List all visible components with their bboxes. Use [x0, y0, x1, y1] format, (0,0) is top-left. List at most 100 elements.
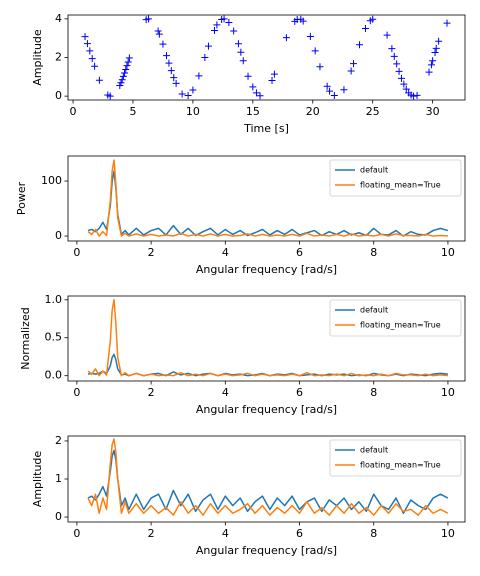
data-point	[431, 48, 439, 56]
legend-label: floating_mean=True	[360, 181, 441, 190]
x-tick-label: 5	[129, 105, 136, 118]
legend-label: default	[360, 306, 388, 315]
x-tick-label: 6	[296, 386, 303, 399]
data-point	[154, 27, 162, 35]
data-point	[244, 72, 252, 80]
data-point	[124, 58, 132, 66]
plot-area	[87, 299, 449, 377]
data-point	[184, 92, 192, 100]
y-tick-label: 0	[55, 510, 62, 523]
data-point	[395, 67, 403, 75]
data-point	[204, 42, 212, 50]
y-tick-label: 1.0	[45, 293, 63, 306]
data-point	[409, 92, 417, 100]
plot-area	[81, 15, 451, 100]
data-point	[145, 15, 153, 23]
axes-frame	[67, 295, 466, 382]
data-point	[121, 69, 129, 77]
legend-label: floating_mean=True	[360, 461, 441, 470]
data-point	[125, 54, 133, 62]
x-tick-label: 8	[370, 246, 377, 259]
axes-frame	[67, 155, 466, 242]
data-point	[388, 45, 396, 53]
series-line	[87, 159, 448, 237]
y-tick-label: 2	[55, 51, 62, 64]
data-point	[299, 17, 307, 25]
data-point	[282, 34, 290, 42]
y-tick-label: 0.0	[45, 369, 63, 382]
data-point	[170, 74, 178, 82]
data-point	[256, 92, 264, 100]
legend-label: default	[360, 446, 388, 455]
x-tick-label: 10	[186, 105, 200, 118]
data-point	[427, 61, 435, 69]
x-tick-label: 0	[73, 246, 80, 259]
data-point	[311, 47, 319, 55]
data-point	[340, 86, 348, 94]
x-tick-label: 10	[441, 246, 455, 259]
y-tick-label: 0.5	[45, 331, 63, 344]
data-point	[95, 76, 103, 84]
data-point	[252, 89, 260, 97]
data-point	[239, 57, 247, 65]
axes-frame	[67, 435, 466, 523]
legend-label: default	[360, 166, 388, 175]
data-point	[362, 25, 370, 33]
data-point	[402, 85, 410, 93]
y-tick-label: 0	[55, 89, 62, 102]
x-tick-label: 2	[148, 527, 155, 540]
data-point	[429, 57, 437, 65]
x-tick-label: 10	[441, 386, 455, 399]
data-point	[81, 33, 89, 41]
x-axis-label: Angular frequency [rad/s]	[196, 403, 337, 416]
data-point	[350, 60, 358, 68]
x-tick-label: 10	[441, 527, 455, 540]
plot-area	[87, 438, 449, 516]
data-point	[390, 52, 398, 60]
data-point	[306, 32, 314, 40]
data-point	[163, 52, 171, 60]
plot-area	[87, 159, 449, 237]
data-point	[369, 15, 377, 23]
y-tick-label: 0	[55, 229, 62, 242]
data-point	[213, 21, 221, 29]
data-point	[86, 47, 94, 55]
x-tick-label: 8	[370, 527, 377, 540]
data-point	[220, 15, 228, 23]
data-point	[88, 55, 96, 63]
y-tick-label: 2	[55, 434, 62, 447]
x-tick-label: 6	[296, 246, 303, 259]
series-line	[87, 438, 449, 516]
data-point	[443, 19, 451, 27]
legend-label: floating_mean=True	[360, 321, 441, 330]
data-point	[400, 80, 408, 88]
legend-box	[329, 159, 462, 197]
data-point	[119, 72, 127, 80]
x-tick-label: 8	[370, 386, 377, 399]
data-point	[167, 67, 175, 75]
y-axis-label: Amplitude	[31, 451, 44, 508]
x-tick-label: 0	[73, 386, 80, 399]
data-point	[122, 65, 130, 73]
data-point	[225, 19, 233, 27]
data-point	[195, 72, 203, 80]
x-tick-label: 2	[148, 386, 155, 399]
x-tick-label: 0	[73, 527, 80, 540]
data-point	[155, 30, 163, 38]
y-axis-label: Power	[15, 181, 28, 215]
x-tick-label: 0	[70, 105, 77, 118]
data-point	[383, 31, 391, 39]
data-point	[347, 67, 355, 75]
data-point	[91, 62, 99, 70]
data-point	[237, 48, 245, 56]
data-point	[397, 74, 405, 82]
y-tick-label: 4	[55, 12, 62, 25]
x-tick-label: 20	[306, 105, 320, 118]
data-point	[189, 86, 197, 94]
data-point	[270, 70, 278, 78]
x-tick-label: 4	[222, 246, 229, 259]
data-point	[413, 91, 421, 99]
data-point	[435, 37, 443, 45]
data-point	[326, 87, 334, 95]
